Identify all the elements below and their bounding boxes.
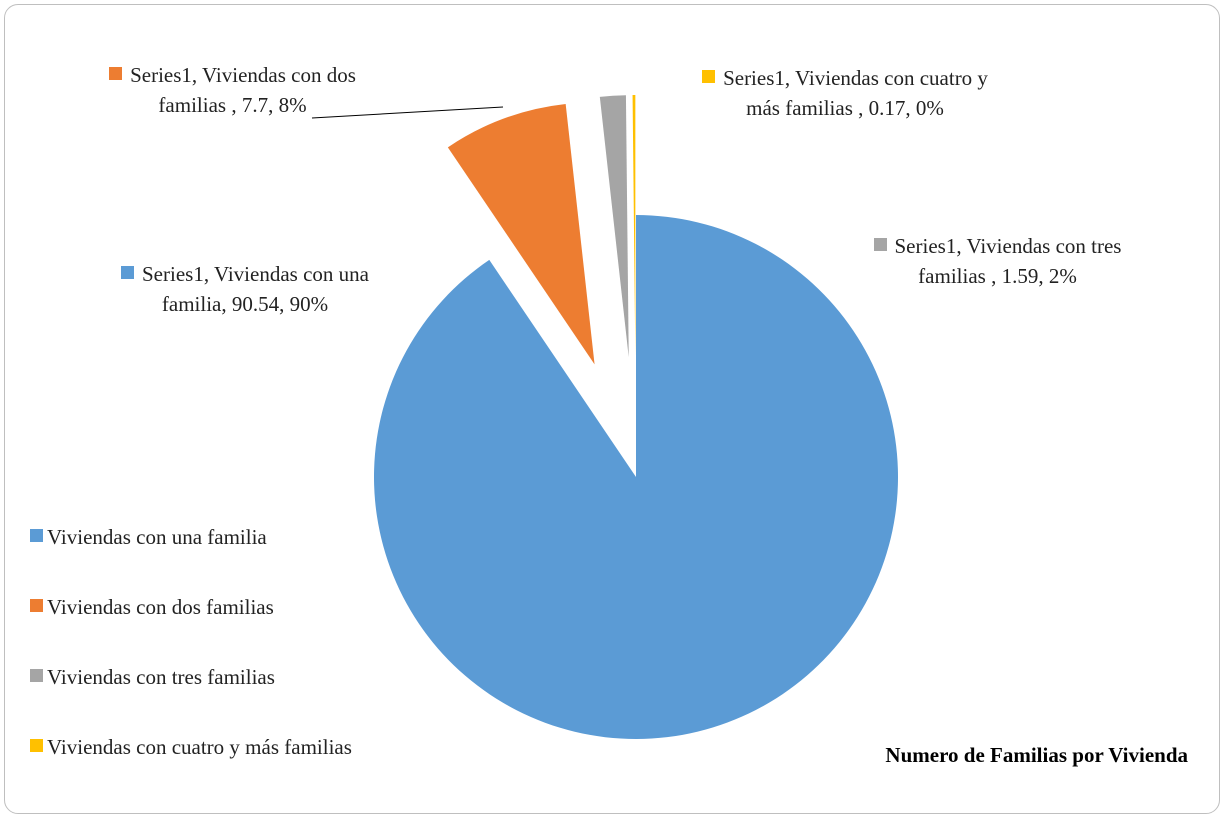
data-label-text: Series1, Viviendas con tres familias , 1… bbox=[894, 234, 1122, 288]
label-marker bbox=[873, 238, 887, 251]
data-label: Series1, Viviendas con tres familias , 1… bbox=[860, 231, 1135, 291]
legend-label: Viviendas con tres familias bbox=[47, 665, 275, 689]
legend-label: Viviendas con cuatro y más familias bbox=[47, 735, 352, 759]
label-marker bbox=[702, 70, 716, 83]
legend-entry: Viviendas con una familia bbox=[30, 522, 380, 552]
legend-entry: Viviendas con cuatro y más familias bbox=[30, 732, 380, 762]
legend-swatch bbox=[30, 739, 43, 752]
chart-title: Numero de Familias por Vivienda bbox=[885, 743, 1188, 767]
legend-entry: Viviendas con dos familias bbox=[30, 592, 380, 622]
legend-label: Viviendas con dos familias bbox=[47, 595, 274, 619]
label-marker bbox=[109, 67, 123, 80]
data-label-text: Series1, Viviendas con una familia, 90.5… bbox=[142, 262, 369, 316]
data-label: Series1, Viviendas con una familia, 90.5… bbox=[110, 259, 380, 319]
legend-entry: Viviendas con tres familias bbox=[30, 662, 380, 692]
pie-slice bbox=[599, 95, 629, 358]
data-label-text: Series1, Viviendas con cuatro y más fami… bbox=[723, 66, 988, 120]
legend-swatch bbox=[30, 599, 43, 612]
pie-slice bbox=[374, 215, 899, 739]
leader-line bbox=[311, 106, 504, 119]
data-label: Series1, Viviendas con cuatro y más fami… bbox=[700, 63, 990, 123]
pie-slice bbox=[447, 103, 595, 365]
label-marker bbox=[121, 266, 134, 279]
chart-frame bbox=[4, 4, 1220, 814]
pie-slice bbox=[632, 95, 636, 358]
legend-swatch bbox=[30, 669, 43, 682]
legend-label: Viviendas con una familia bbox=[47, 525, 267, 549]
legend-swatch bbox=[30, 529, 43, 542]
data-label-text: Series1, Viviendas con dos familias , 7.… bbox=[130, 63, 356, 117]
data-label: Series1, Viviendas con dos familias , 7.… bbox=[95, 60, 370, 120]
